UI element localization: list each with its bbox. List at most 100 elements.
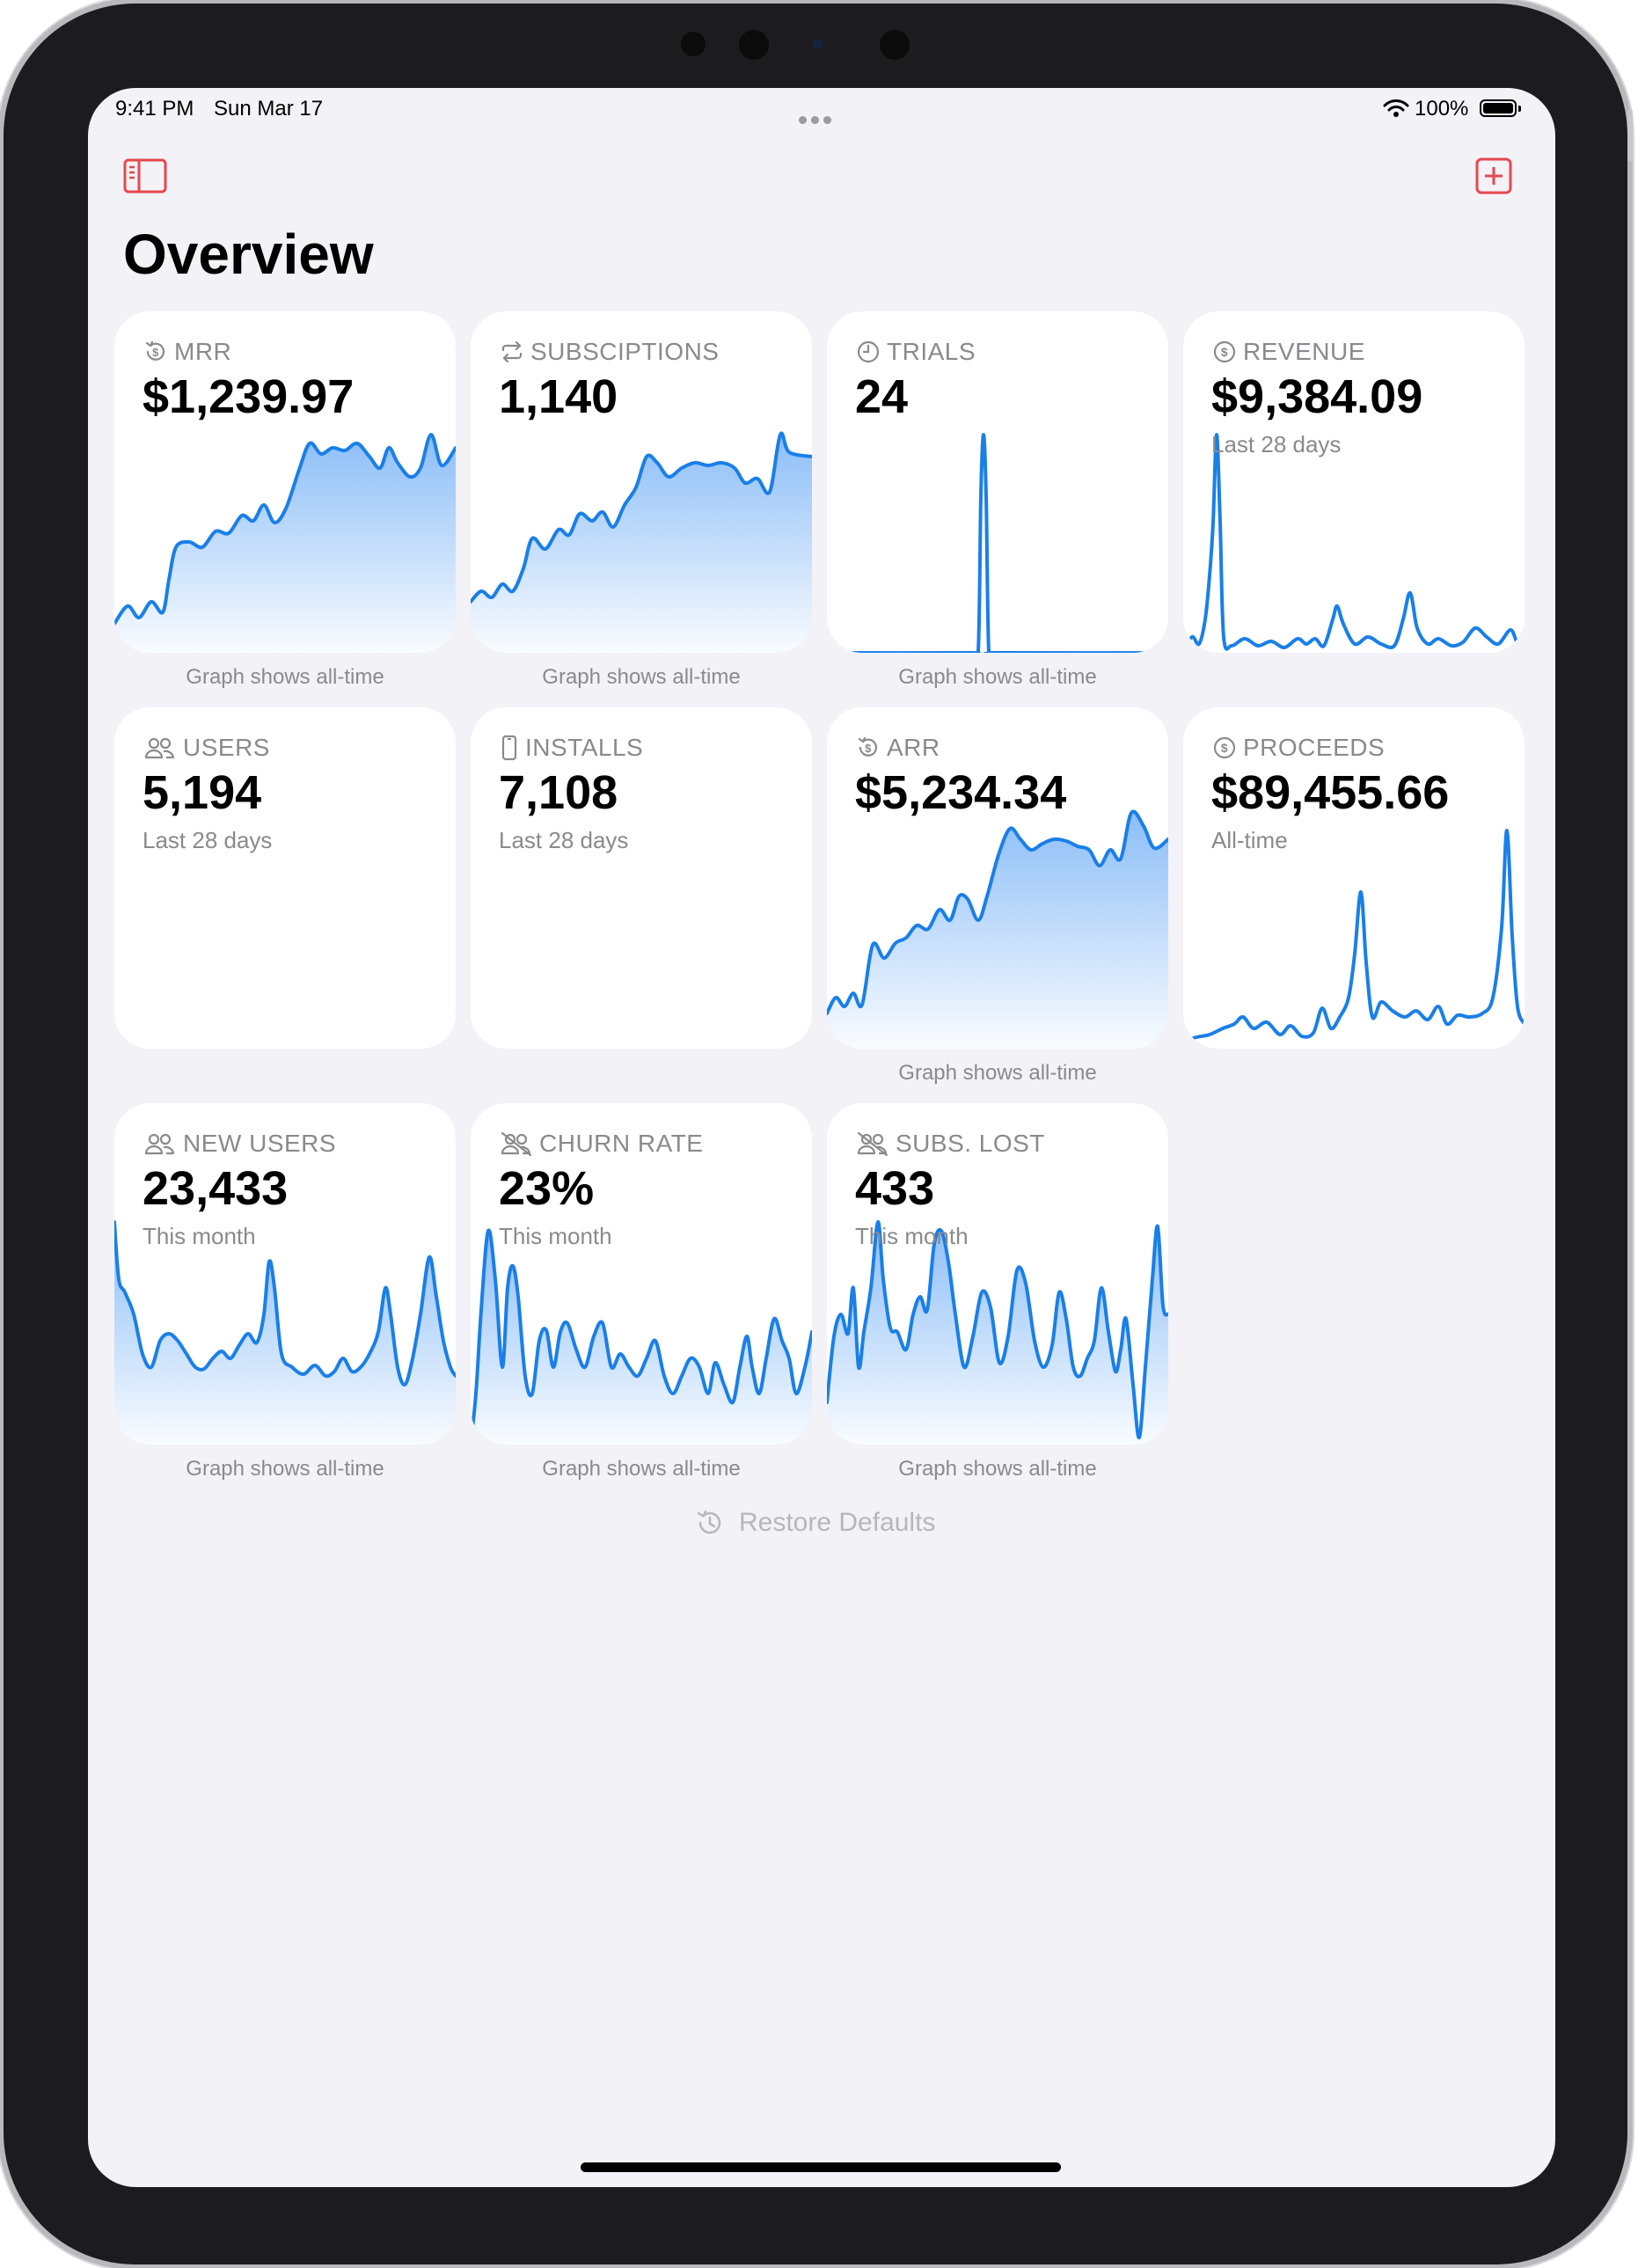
metric-label: TRIALS [887,338,976,365]
sparkline-area [471,1230,812,1445]
svg-text:$: $ [865,742,872,755]
metric-label-row: $ MRR [143,338,231,366]
page-title: Overview [123,223,374,286]
metric-subtitle: All-time [1211,827,1288,853]
restore-defaults-label: Restore Defaults [739,1508,936,1537]
metric-card-installs[interactable]: INSTALLS 7,108 Last 28 days [471,707,812,1049]
svg-text:$: $ [1221,741,1228,755]
camera-lens-icon [813,39,823,49]
dollar-circle-icon: $ [1213,736,1236,759]
sparkline-line [471,431,812,604]
metric-value: 433 [855,1162,935,1215]
sidebar-toggle-button[interactable] [123,157,169,195]
metric-card-subsciptions[interactable]: SUBSCIPTIONS 1,140 [471,311,812,653]
metric-label: SUBSCIPTIONS [530,338,720,365]
metric-label: NEW USERS [183,1130,337,1157]
metric-label: ARR [887,734,940,761]
repeat-icon [501,340,523,363]
dollar-refresh-icon: $ [858,736,878,757]
metric-card-new-users[interactable]: NEW USERS 23,433 This month [114,1103,456,1445]
metric-label: MRR [174,338,232,365]
camera-bar [672,26,971,62]
sparkline-line [471,1228,812,1445]
metric-card-trials[interactable]: TRIALS 24 [827,311,1168,653]
metric-value: 23% [499,1162,595,1215]
metric-label-row: CHURN RATE [499,1130,703,1158]
sparkline-area [827,1221,1168,1445]
metric-label: SUBS. LOST [896,1130,1045,1157]
metric-label-row: INSTALLS [499,734,643,762]
metric-label: REVENUE [1243,338,1365,365]
volume-button [1627,109,1633,162]
dollar-refresh-icon: $ [145,340,165,361]
multitasking-dots-icon[interactable] [799,106,836,130]
metric-label: CHURN RATE [539,1130,704,1157]
metric-label-row: USERS [143,734,270,762]
graph-caption: Graph shows all-time [898,1457,1097,1481]
sparkline-line [827,809,1168,1015]
home-indicator[interactable] [581,2162,1061,2172]
svg-text:$: $ [1221,345,1228,359]
status-date: Sun Mar 17 [214,97,324,121]
restore-defaults-button[interactable]: Restore Defaults [695,1508,935,1538]
phone-icon [501,735,517,761]
wifi-icon [1383,99,1409,117]
users-icon [144,737,175,759]
metric-subtitle: This month [499,1223,612,1249]
users-slash-icon [857,1131,888,1157]
metric-label-row: SUBSCIPTIONS [499,338,719,366]
metric-subtitle: This month [143,1223,256,1249]
users-slash-icon [501,1131,532,1157]
metric-label-row: $ PROCEEDS [1211,734,1385,762]
sparkline-line [1183,433,1525,653]
metric-label-row: SUBS. LOST [855,1130,1045,1158]
svg-text:$: $ [152,346,159,359]
sidebar-left-icon [123,158,167,194]
metric-card-arr[interactable]: $ ARR $5,234.34 [827,707,1168,1049]
metric-subtitle: Last 28 days [1211,431,1342,457]
metric-value: 23,433 [143,1162,289,1215]
sparkline-line [827,433,1168,653]
metric-card-subs-lost[interactable]: SUBS. LOST 433 This month [827,1103,1168,1445]
status-time: 9:41 PM [115,97,194,121]
metric-value: 1,140 [499,370,618,423]
sensor-icon [681,32,706,56]
metric-card-churn-rate[interactable]: CHURN RATE 23% This month [471,1103,812,1445]
graph-caption: Graph shows all-time [186,665,384,689]
graph-caption: Graph shows all-time [186,1457,384,1481]
sparkline-line [114,432,456,626]
history-icon [697,1510,721,1534]
sparkline-area [471,433,812,653]
camera-icon [739,30,769,60]
metric-label: INSTALLS [525,734,644,761]
metric-value: $9,384.09 [1211,370,1423,423]
sparkline-line [827,1219,1168,1440]
graph-caption: Graph shows all-time [898,665,1097,689]
metric-label-row: $ REVENUE [1211,338,1365,366]
dollar-circle-icon: $ [1213,340,1236,363]
metric-card-mrr[interactable]: $ MRR $1,239.97 [114,311,456,653]
graph-caption: Graph shows all-time [542,665,741,689]
metric-label: PROCEEDS [1243,734,1386,761]
graph-caption: Graph shows all-time [542,1457,741,1481]
metric-card-users[interactable]: USERS 5,194 Last 28 days [114,707,456,1049]
metric-value: $1,239.97 [143,370,355,423]
metric-label-row: $ ARR [855,734,940,762]
sparkline-area [114,434,456,653]
metric-card-proceeds[interactable]: $ PROCEEDS $89,455.66 All-time [1183,707,1525,1049]
sparkline-line [1183,828,1525,1043]
status-bar: 9:41 PM Sun Mar 17 100% [88,88,1555,132]
metric-label: USERS [183,734,270,761]
plus-square-icon [1475,157,1512,194]
graph-caption: Graph shows all-time [898,1061,1097,1085]
metric-value: 5,194 [143,766,262,819]
metric-label-row: NEW USERS [143,1130,336,1158]
metric-value: 24 [855,370,909,423]
users-icon [144,1133,175,1155]
add-widget-button[interactable] [1474,157,1513,195]
clock-icon [857,340,880,363]
metric-value: $5,234.34 [855,766,1067,819]
metric-value: $89,455.66 [1211,766,1450,819]
metric-label-row: TRIALS [855,338,976,366]
metric-card-revenue[interactable]: $ REVENUE $9,384.09 Last 28 days [1183,311,1525,653]
